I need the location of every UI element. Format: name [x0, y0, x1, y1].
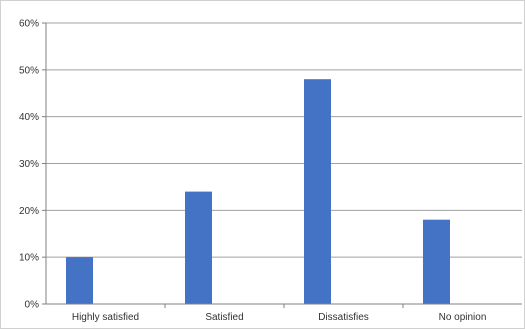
x-tick-labels: Highly satisfied Satisfied Dissatisfies No …: [72, 312, 487, 323]
bar: [423, 219, 450, 304]
y-tick-labels: 0% 10% 20% 30% 40% 50% 60%: [19, 19, 39, 311]
bar: [304, 79, 331, 304]
y-tick-label: 10%: [19, 253, 39, 264]
bar: [185, 191, 212, 304]
y-tick-label: 60%: [19, 19, 39, 30]
bars: [66, 79, 450, 304]
x-tick-label: Satisfied: [205, 312, 243, 323]
bar: [66, 257, 93, 304]
y-tick-label: 30%: [19, 159, 39, 170]
x-tick-label: No opinion: [439, 312, 487, 323]
y-tick-label: 50%: [19, 65, 39, 76]
y-tick-label: 40%: [19, 112, 39, 123]
y-tick-label: 20%: [19, 206, 39, 217]
y-tick-label: 0%: [25, 300, 40, 311]
axes: [42, 22, 522, 308]
gridlines: [46, 22, 522, 258]
x-tick-label: Dissatisfies: [318, 312, 369, 323]
x-tick-label: Highly satisfied: [72, 312, 139, 323]
